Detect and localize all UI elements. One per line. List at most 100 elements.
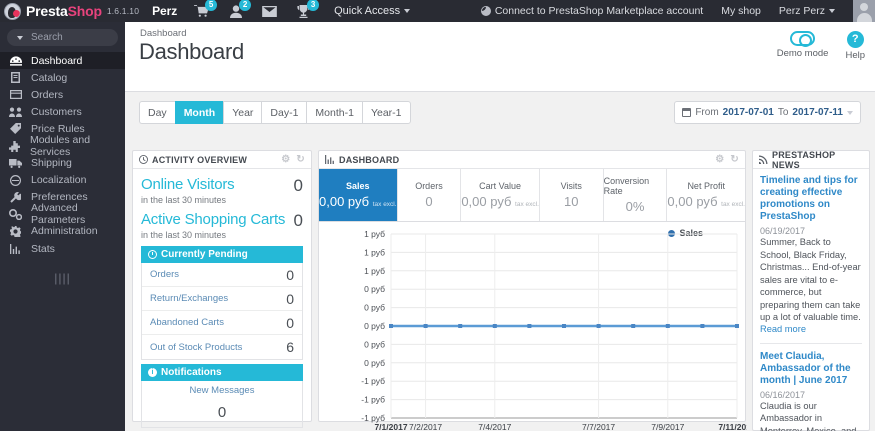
prestashop-logo[interactable] <box>0 0 24 22</box>
refresh-icon[interactable]: ↻ <box>296 153 305 165</box>
account-dropdown[interactable]: Perz Perz <box>779 5 835 17</box>
demo-mode-toggle[interactable]: Demo mode <box>776 31 829 61</box>
new-messages-label[interactable]: New Messages <box>189 385 255 396</box>
news-title[interactable]: Timeline and tips for creating effective… <box>760 175 858 222</box>
kpi-value: 0,00 руб tax excl. <box>667 194 745 209</box>
kpi-sales[interactable]: Sales 0,00 руб tax excl. <box>319 169 398 221</box>
help-button[interactable]: ? Help <box>845 31 865 61</box>
trophy-icon[interactable]: 3 <box>295 0 320 19</box>
range-button-year-1[interactable]: Year-1 <box>361 101 411 124</box>
news-text-body: Claudia is our Ambassador in Monterrey, … <box>760 400 857 431</box>
stats-icon <box>9 243 22 254</box>
gear-icon[interactable]: ⚙ <box>715 153 725 165</box>
sidebar-item-dashboard[interactable]: Dashboard <box>0 52 125 70</box>
pending-label: Orders <box>150 269 180 280</box>
sidebar-item-modules-and-services[interactable]: Modules and Services <box>0 134 125 158</box>
marketplace-link[interactable]: Connect to PrestaShop Marketplace accoun… <box>480 5 704 17</box>
svg-text:0 руб: 0 руб <box>364 321 385 331</box>
sidebar-item-price-rules[interactable]: Price Rules <box>0 120 125 137</box>
kpi-net-profit[interactable]: Net Profit 0,00 руб tax excl. <box>667 169 745 221</box>
search-box[interactable] <box>7 29 118 46</box>
range-button-day-1[interactable]: Day-1 <box>261 101 307 124</box>
list-item[interactable]: Orders 0 <box>142 263 302 287</box>
kpi-amount: 0,00 руб <box>667 194 718 209</box>
list-item: Meet Claudia, Ambassador of the month | … <box>760 351 862 431</box>
news-panel-header: PRESTASHOP NEWS <box>753 150 869 170</box>
news-title[interactable]: Meet Claudia, Ambassador of the month | … <box>760 350 851 386</box>
demo-mode-label: Demo mode <box>776 48 829 59</box>
date-to-value: 2017-07-11 <box>792 107 843 118</box>
kpi-visits[interactable]: Visits 10 <box>540 169 604 221</box>
search-input[interactable] <box>31 32 113 43</box>
header-icon-group: 5 2 3 <box>193 0 320 19</box>
online-visitors-value: 0 <box>293 176 303 195</box>
sidebar-item-shipping[interactable]: Shipping <box>0 155 125 172</box>
svg-text:7/7/2017: 7/7/2017 <box>582 422 615 431</box>
activity-overview-panel: ACTIVITY OVERVIEW ⚙ ↻ Online Visitors 0 … <box>132 150 312 428</box>
rss-icon <box>759 155 768 164</box>
gear-icon[interactable]: ⚙ <box>281 153 291 165</box>
clock-icon <box>139 155 148 164</box>
orders-icon <box>9 90 22 100</box>
sidebar-item-preferences[interactable]: Preferences <box>0 189 125 206</box>
range-button-month[interactable]: Month <box>174 101 224 124</box>
range-button-year[interactable]: Year <box>223 101 262 124</box>
active-carts-label[interactable]: Active Shopping Carts <box>141 211 286 228</box>
range-button-day[interactable]: Day <box>139 101 175 124</box>
kpi-amount: 0,00 руб <box>461 194 512 209</box>
advanced-parameters-icon <box>9 208 22 220</box>
sidebar-item-label: Customers <box>31 105 82 118</box>
kpi-cart-value[interactable]: Cart Value 0,00 руб tax excl. <box>461 169 540 221</box>
toggle-icon <box>790 31 816 47</box>
kpi-note: tax excl. <box>372 201 397 208</box>
list-item[interactable]: Out of Stock Products 6 <box>142 335 302 359</box>
list-item[interactable]: Return/Exchanges 0 <box>142 287 302 311</box>
info-icon: i <box>148 368 157 377</box>
quick-access-dropdown[interactable]: Quick Access <box>334 5 411 17</box>
sidebar-item-advanced-parameters[interactable]: Advanced Parameters <box>0 202 125 226</box>
chart-legend: Sales <box>668 228 703 238</box>
clock-icon <box>148 250 157 259</box>
avatar[interactable] <box>853 0 875 22</box>
active-carts-sublabel: in the last 30 minutes <box>141 230 227 240</box>
brand-name[interactable]: PrestaShop <box>26 3 102 19</box>
brand-shop: Shop <box>67 3 102 19</box>
kpi-orders[interactable]: Orders 0 <box>398 169 462 221</box>
currently-pending-title: Currently Pending <box>161 249 248 260</box>
divider <box>760 342 862 344</box>
refresh-icon[interactable]: ↻ <box>730 153 739 165</box>
kpi-value: 0,00 руб tax excl. <box>461 194 539 209</box>
help-label: Help <box>845 50 865 61</box>
sidebar-item-customers[interactable]: Customers <box>0 103 125 120</box>
sidebar-item-localization[interactable]: Localization <box>0 172 125 189</box>
sidebar-collapse-handle[interactable]: |||| <box>54 271 71 286</box>
sidebar-item-catalog[interactable]: Catalog <box>0 69 125 86</box>
new-messages-value: 0 <box>217 404 227 421</box>
dashboard-chart-panel: DASHBOARD ⚙ ↻ Sales 0,00 руб tax excl. O… <box>318 150 747 431</box>
range-button-month-1[interactable]: Month-1 <box>306 101 362 124</box>
kpi-value: 0 <box>425 194 433 209</box>
trophy-badge: 3 <box>307 0 320 11</box>
kpi-label: Sales <box>346 181 370 191</box>
legend-color-swatch <box>668 229 676 237</box>
cart-icon[interactable]: 5 <box>193 0 218 19</box>
dashboard-panel-tools: ⚙ ↻ <box>715 153 739 165</box>
svg-text:1 руб: 1 руб <box>364 247 385 257</box>
kpi-label: Visits <box>560 181 582 191</box>
messages-icon[interactable] <box>261 4 278 19</box>
customers-icon[interactable]: 2 <box>227 0 252 19</box>
marketplace-link-label: Connect to PrestaShop Marketplace accoun… <box>494 5 704 17</box>
chevron-down-icon[interactable] <box>17 35 23 40</box>
my-shop-link[interactable]: My shop <box>721 5 761 17</box>
sidebar-item-administration[interactable]: Administration <box>0 223 125 240</box>
online-visitors-label[interactable]: Online Visitors <box>141 176 235 193</box>
read-more-link[interactable]: Read more <box>760 323 806 334</box>
svg-text:7/9/2017: 7/9/2017 <box>651 422 684 431</box>
list-item[interactable]: Abandoned Carts 0 <box>142 311 302 335</box>
sidebar-item-stats[interactable]: Stats <box>0 240 125 257</box>
kpi-label: Net Profit <box>687 181 725 191</box>
date-range-picker[interactable]: From 2017-07-01 To 2017-07-11 <box>674 101 861 124</box>
kpi-conversion-rate[interactable]: Conversion Rate 0% <box>604 169 668 221</box>
sidebar-item-orders[interactable]: Orders <box>0 86 125 103</box>
customers-icon <box>9 107 22 117</box>
